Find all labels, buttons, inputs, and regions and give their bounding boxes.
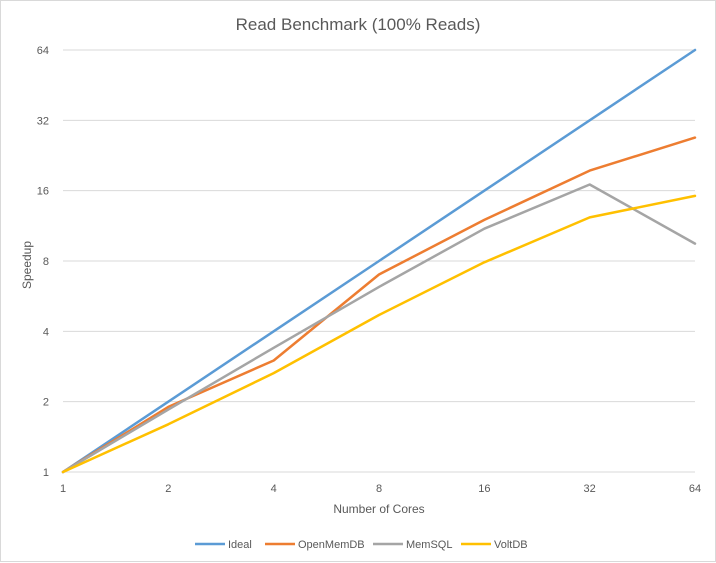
x-axis-label: Number of Cores xyxy=(333,502,424,516)
x-tick-label: 8 xyxy=(376,483,382,495)
chart-title: Read Benchmark (100% Reads) xyxy=(236,15,481,34)
y-tick-label: 1 xyxy=(43,467,49,479)
legend-label: OpenMemDB xyxy=(298,539,365,551)
series-line-ideal xyxy=(61,48,697,474)
legend-item-ideal: Ideal xyxy=(195,539,252,551)
y-tick-label: 8 xyxy=(43,256,49,268)
y-tick-label: 32 xyxy=(37,115,49,127)
axis-layer: 1 2 4 8 16 32 64 1 2 4 8 16 32 64 xyxy=(37,45,701,495)
series-line-voltdb xyxy=(61,194,697,474)
x-tick-label: 1 xyxy=(60,483,66,495)
y-tick-label: 2 xyxy=(43,397,49,409)
legend-label: Ideal xyxy=(228,539,252,551)
series-line-memsql xyxy=(61,183,697,474)
series-line-openmemdb xyxy=(61,136,697,474)
legend: Ideal OpenMemDB MemSQL VoltDB xyxy=(195,539,528,551)
legend-label: VoltDB xyxy=(494,539,528,551)
legend-item-voltdb: VoltDB xyxy=(461,539,528,551)
x-tick-label: 64 xyxy=(689,483,701,495)
legend-label: MemSQL xyxy=(406,539,452,551)
x-tick-label: 2 xyxy=(165,483,171,495)
y-tick-label: 16 xyxy=(37,186,49,198)
y-axis-label: Speedup xyxy=(20,241,34,289)
legend-item-memsql: MemSQL xyxy=(373,539,452,551)
legend-item-openmemdb: OpenMemDB xyxy=(265,539,365,551)
x-tick-label: 4 xyxy=(271,483,277,495)
y-tick-label: 64 xyxy=(37,45,49,57)
x-tick-label: 32 xyxy=(584,483,596,495)
series-layer xyxy=(61,48,697,474)
y-tick-label: 4 xyxy=(43,326,49,338)
x-tick-label: 16 xyxy=(478,483,490,495)
